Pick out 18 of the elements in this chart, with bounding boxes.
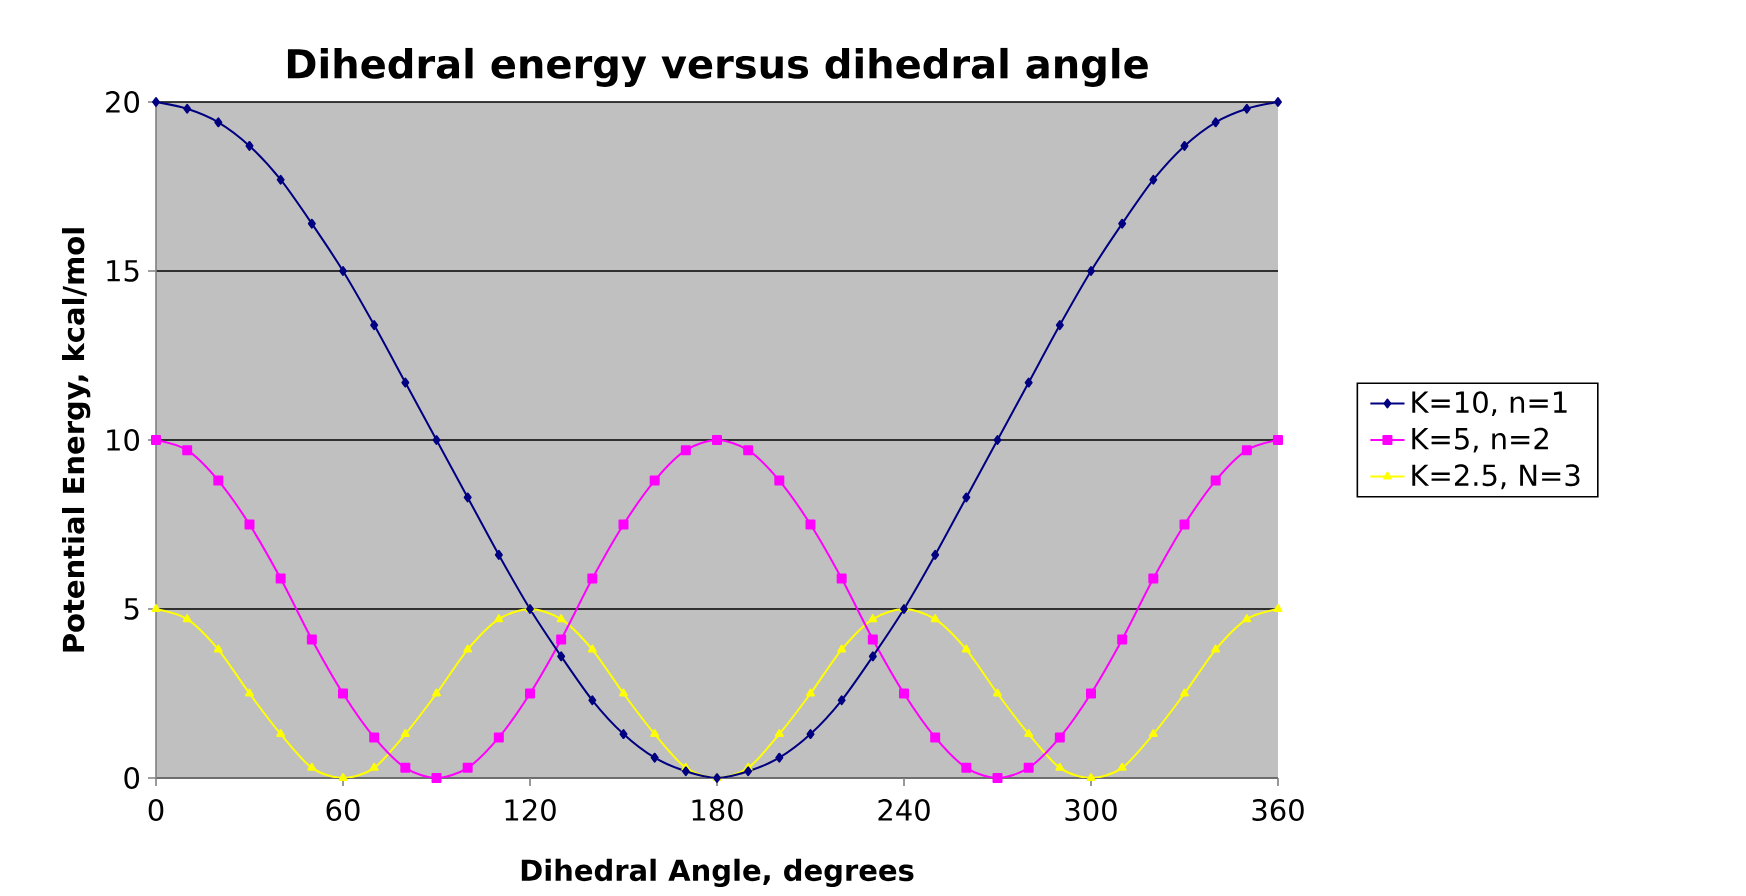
x-tick-label: 60 — [326, 799, 360, 821]
y-tick-label: 5 — [124, 598, 139, 620]
x-tick-label: 240 — [878, 799, 930, 821]
y-tick-label: 0 — [124, 767, 140, 789]
legend-label: K=2.5, N=3 — [1412, 464, 1580, 490]
x-axis-title: Dihedral Angle, degrees — [521, 858, 914, 888]
legend-label: K=5, n=2 — [1412, 427, 1548, 453]
x-tick-label: 120 — [505, 799, 556, 821]
legend-label: K=10, n=1 — [1412, 391, 1567, 417]
y-tick-label: 10 — [107, 429, 140, 451]
x-tick-label: 360 — [1252, 799, 1304, 821]
y-tick-label: 20 — [106, 91, 140, 113]
y-tick-label: 15 — [107, 260, 139, 282]
x-tick-label: 0 — [148, 799, 164, 821]
x-tick-label: 180 — [692, 799, 743, 821]
chart-title: Dihedral energy versus dihedral angle — [287, 47, 1148, 87]
x-tick-label: 300 — [1065, 799, 1117, 821]
y-axis-title: Potential Energy, kcal/mol — [62, 228, 91, 652]
